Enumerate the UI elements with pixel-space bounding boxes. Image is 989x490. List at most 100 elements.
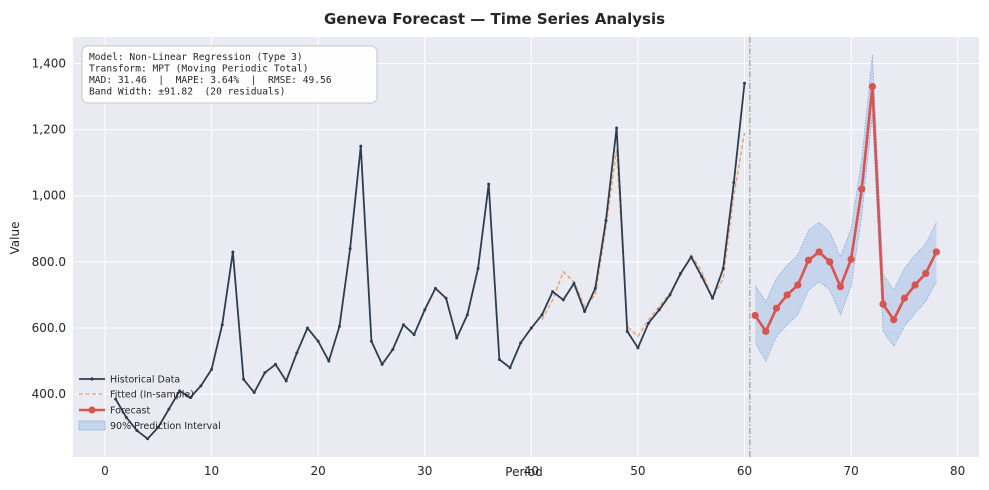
prediction-interval-upper bbox=[754, 55, 937, 303]
info-metrics: MAD: 31.46 | MAPE: 3.64% | RMSE: 49.56 bbox=[89, 75, 332, 86]
historical-point bbox=[167, 407, 171, 411]
forecast-point bbox=[922, 269, 930, 278]
historical-point bbox=[721, 266, 725, 270]
x-axis-label: Period bbox=[505, 465, 542, 479]
historical-line bbox=[114, 83, 746, 440]
historical-point bbox=[391, 348, 395, 352]
legend-fitted: Fitted (In-sample) bbox=[79, 390, 194, 401]
historical-point bbox=[497, 357, 501, 361]
historical-point bbox=[178, 389, 182, 393]
historical-point bbox=[625, 329, 629, 333]
historical-point bbox=[327, 359, 331, 363]
forecast-point bbox=[772, 304, 781, 312]
x-tick-label: 0 bbox=[101, 464, 109, 478]
historical-point bbox=[252, 391, 256, 395]
y-tick-label: 1,000 bbox=[32, 189, 66, 203]
x-tick-label: 10 bbox=[204, 464, 219, 478]
forecast-point bbox=[868, 83, 877, 91]
historical-point bbox=[732, 181, 736, 185]
forecast-point bbox=[804, 256, 813, 264]
x-axis-ticks: 0 10 20 30 40 50 60 70 80 bbox=[101, 464, 965, 478]
historical-point bbox=[274, 362, 278, 366]
historical-point bbox=[348, 247, 352, 251]
forecast-point bbox=[783, 291, 791, 299]
forecast-point bbox=[826, 258, 834, 266]
historical-point bbox=[401, 323, 405, 327]
x-tick-label: 40 bbox=[524, 464, 539, 478]
legend-label-forecast: Forecast bbox=[110, 406, 150, 417]
historical-point bbox=[284, 379, 288, 383]
info-bandwidth: Band Width: ±91.82 (20 residuals) bbox=[89, 87, 285, 98]
historical-point bbox=[561, 298, 565, 302]
historical-point bbox=[423, 308, 427, 312]
historical-point bbox=[220, 323, 224, 327]
historical-point bbox=[124, 415, 128, 419]
forecast-point bbox=[858, 185, 866, 193]
historical-point bbox=[636, 346, 640, 350]
forecast-point bbox=[815, 248, 823, 256]
historical-point bbox=[465, 313, 469, 317]
historical-point bbox=[519, 341, 523, 345]
y-tick-label: 800.0 bbox=[32, 255, 66, 269]
historical-point bbox=[433, 286, 437, 290]
x-tick-label: 70 bbox=[843, 464, 858, 478]
x-tick-label: 50 bbox=[630, 464, 645, 478]
historical-point bbox=[199, 384, 203, 388]
forecast-point bbox=[890, 316, 898, 324]
historical-point bbox=[529, 326, 533, 330]
legend-label-historical: Historical Data bbox=[110, 375, 180, 386]
historical-point bbox=[615, 126, 619, 130]
historical-point bbox=[188, 395, 192, 399]
info-model: Model: Non-Linear Regression (Type 3) bbox=[89, 52, 303, 63]
historical-point bbox=[305, 326, 309, 330]
historical-point bbox=[135, 429, 139, 433]
historical-point bbox=[668, 293, 672, 297]
x-tick-label: 60 bbox=[737, 464, 752, 478]
historical-point bbox=[380, 362, 384, 366]
forecast-point bbox=[836, 283, 845, 291]
legend: Historical Data Fitted (In-sample) Forec… bbox=[78, 375, 221, 432]
x-tick-label: 20 bbox=[311, 464, 326, 478]
historical-point bbox=[156, 425, 160, 429]
y-tick-label: 1,400 bbox=[32, 56, 66, 70]
y-axis-label: Value bbox=[8, 222, 22, 255]
series-markers bbox=[114, 81, 940, 441]
historical-point bbox=[604, 219, 608, 223]
historical-point bbox=[711, 296, 715, 300]
legend-historical: Historical Data bbox=[79, 375, 180, 386]
historical-point bbox=[689, 255, 693, 259]
y-tick-label: 400.0 bbox=[32, 387, 66, 401]
legend-label-fitted: Fitted (In-sample) bbox=[110, 390, 194, 401]
forecast-point bbox=[751, 311, 759, 320]
historical-point bbox=[295, 351, 299, 355]
x-tick-label: 30 bbox=[417, 464, 432, 478]
legend-forecast: Forecast bbox=[79, 406, 150, 417]
historical-point bbox=[657, 308, 661, 312]
historical-point bbox=[593, 286, 597, 290]
prediction-interval-lower bbox=[754, 114, 937, 362]
historical-point bbox=[455, 336, 459, 340]
historical-point bbox=[369, 339, 373, 343]
historical-point bbox=[444, 296, 448, 300]
legend-label-interval: 90% Prediction Interval bbox=[110, 421, 221, 432]
historical-point bbox=[114, 397, 118, 401]
historical-point bbox=[700, 275, 704, 279]
info-transform: Transform: MPT (Moving Periodic Total) bbox=[89, 64, 309, 75]
y-tick-label: 600.0 bbox=[32, 321, 66, 335]
historical-point bbox=[146, 437, 150, 441]
forecast-point bbox=[932, 248, 940, 256]
historical-point bbox=[743, 81, 747, 85]
historical-point bbox=[337, 324, 341, 328]
legend-interval: 90% Prediction Interval bbox=[78, 420, 221, 432]
y-axis-ticks: 400.0 600.0 800.0 1,000 1,200 1,400 bbox=[32, 56, 66, 401]
historical-point bbox=[476, 266, 480, 270]
historical-point bbox=[551, 290, 555, 294]
historical-point bbox=[583, 309, 587, 313]
historical-point bbox=[359, 144, 363, 148]
historical-point bbox=[316, 339, 320, 343]
y-tick-label: 1,200 bbox=[32, 123, 66, 137]
chart-title: Geneva Forecast — Time Series Analysis bbox=[324, 10, 665, 28]
historical-point bbox=[242, 377, 246, 381]
x-tick-label: 80 bbox=[950, 464, 965, 478]
